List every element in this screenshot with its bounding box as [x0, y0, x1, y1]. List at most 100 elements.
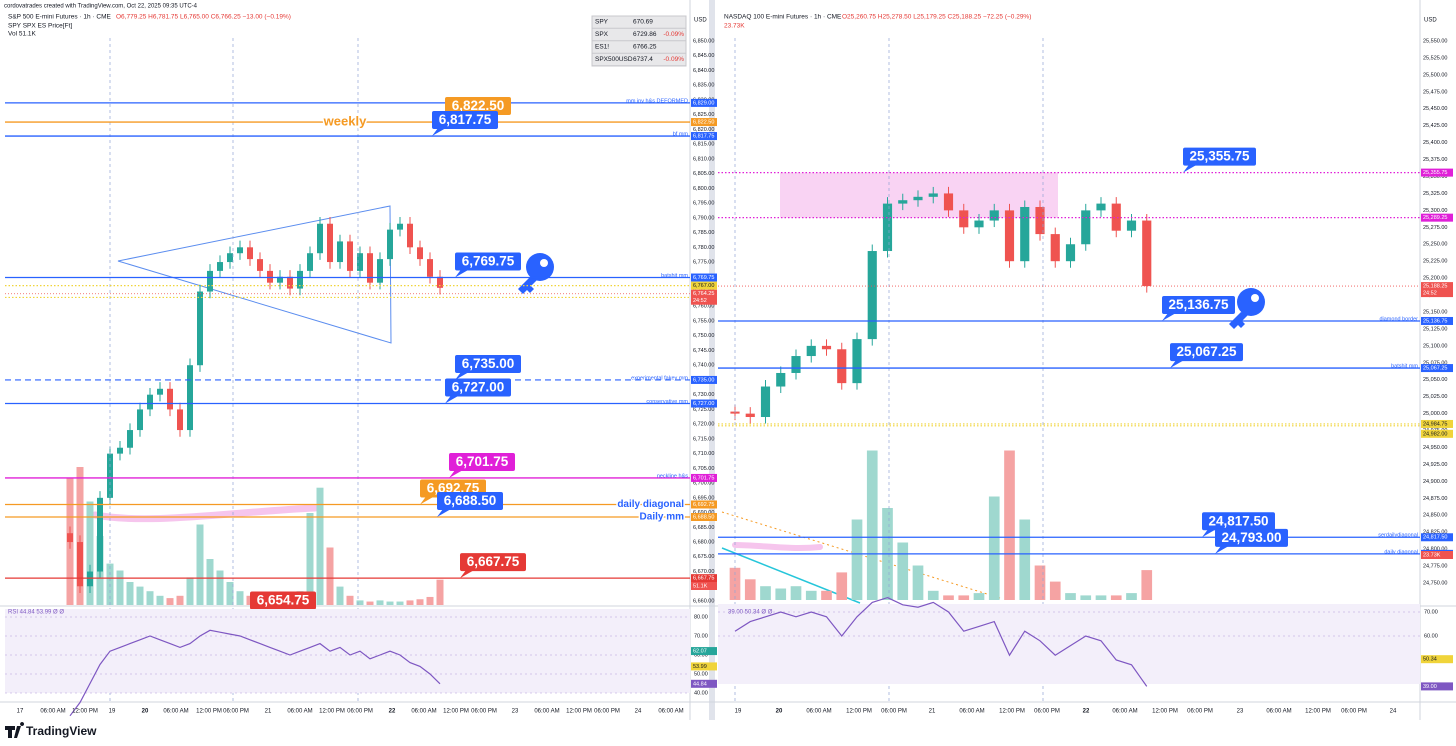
volume-bar	[927, 590, 939, 600]
level-note: serdailydiagonal	[1378, 533, 1418, 539]
legend-sub: SPY SPX ES Price[Ft]	[8, 23, 72, 30]
countdown: 24:52	[693, 298, 707, 304]
zone	[780, 172, 1058, 218]
level-note: experimental fakey mm	[631, 375, 688, 381]
price-tick: 6,660.00	[693, 598, 714, 604]
time-tick: 19	[109, 709, 116, 715]
axis-label	[691, 118, 717, 127]
axis-label-text: 6,829.00	[693, 100, 714, 106]
callout-pointer	[1170, 360, 1184, 369]
candle-body	[1050, 234, 1060, 262]
candle-body	[1004, 210, 1015, 262]
time-tick: 06:00 PM	[1341, 709, 1367, 715]
price-tick: 6,700.00	[693, 481, 714, 487]
rsi-tick: 50.00	[694, 671, 708, 677]
callout-pointer	[437, 509, 451, 517]
rsi-tick: 40.00	[694, 690, 708, 696]
watchlist-price: 670.69	[633, 19, 653, 26]
level-tag: Daily mm	[640, 512, 685, 523]
price-label-text: 25,188.25	[1423, 284, 1447, 290]
price-tick: 25,000.00	[1423, 411, 1447, 417]
price-tick: 25,425.00	[1423, 123, 1447, 129]
price-tick: 25,025.00	[1423, 394, 1447, 400]
time-tick: 12:00 PM	[846, 709, 872, 715]
volume-bar	[1004, 450, 1015, 600]
volume-bar	[436, 579, 444, 605]
price-tick: 24,750.00	[1423, 580, 1447, 586]
price-tick: 25,300.00	[1423, 208, 1447, 214]
volume-axis-text: 51.1K	[693, 583, 708, 589]
candle-body	[1096, 203, 1106, 211]
price-tick: 25,350.00	[1423, 174, 1447, 180]
volume-bar	[426, 596, 434, 605]
callout-text: 25,136.75	[1168, 297, 1229, 312]
price-tick: 6,715.00	[693, 436, 714, 442]
candle-body	[257, 259, 263, 271]
candle-body	[287, 276, 293, 289]
time-tick: 06:00 AM	[1112, 709, 1137, 715]
volume-bar	[206, 559, 214, 605]
symbol-title: S&P 500 E-mini Futures · 1h · CME	[8, 14, 111, 21]
time-tick: 06:00 PM	[881, 709, 907, 715]
volume-bar	[1110, 595, 1122, 600]
watermark: cordovatrades created with TradingView.c…	[4, 4, 198, 10]
candle-body	[137, 409, 143, 431]
time-tick: 06:00 PM	[594, 709, 620, 715]
price-tick: 25,500.00	[1423, 72, 1447, 78]
watchlist-symbol: SPY	[595, 19, 609, 26]
candle-body	[367, 253, 373, 283]
price-tick: 25,125.00	[1423, 326, 1447, 332]
callout	[1202, 512, 1275, 531]
candle-body	[377, 259, 383, 283]
axis-label-text: 6,769.75	[693, 275, 714, 281]
callout-text: 6,654.75	[257, 593, 310, 608]
time-tick: 06:00 AM	[163, 709, 188, 715]
price-tick: 6,675.00	[693, 554, 714, 560]
price-tick: 6,710.00	[693, 451, 714, 457]
volume-bar	[912, 565, 924, 600]
candle-body	[317, 223, 323, 254]
axis-label-text: 6,701.75	[693, 475, 714, 481]
volume-axis-label	[691, 582, 717, 590]
volume-bar	[416, 599, 424, 605]
watchlist-change: -0.09%	[663, 31, 684, 38]
price-tick: 6,750.00	[693, 333, 714, 339]
price-tick: 25,050.00	[1423, 377, 1447, 383]
callout-pointer	[445, 395, 459, 404]
time-tick: 06:00 AM	[534, 709, 559, 715]
candle-body	[307, 253, 313, 271]
candle-body	[267, 270, 273, 283]
callout-pointer	[455, 269, 469, 278]
time-tick: 23	[1237, 709, 1244, 715]
candle-body	[247, 247, 253, 260]
rsi-tick: 60.00	[694, 652, 708, 658]
axis-label-text: 6,822.50	[693, 120, 714, 126]
volume-bar	[729, 567, 741, 600]
price-tick: 6,720.00	[693, 422, 714, 428]
time-tick: 21	[265, 709, 272, 715]
rsi-label	[691, 679, 717, 688]
candle-body	[1065, 244, 1076, 262]
price-tick: 25,450.00	[1423, 106, 1447, 112]
symbol-title: NASDAQ 100 E-mini Futures · 1h · CME	[724, 14, 842, 21]
candle-body	[1081, 210, 1091, 245]
candle-body	[776, 372, 786, 387]
price-label-text: 6,764.25	[693, 291, 714, 297]
axis-label	[691, 98, 717, 107]
price-tick: 24,775.00	[1423, 564, 1447, 570]
volume-bar	[1141, 570, 1153, 600]
axis-label	[691, 375, 717, 384]
candle-body	[1035, 206, 1045, 235]
price-tick: 6,825.00	[693, 112, 714, 118]
candle-body	[117, 447, 123, 454]
volume-axis-text: 23.73K	[1423, 552, 1441, 558]
callout-text: 6,817.75	[439, 112, 492, 127]
callout	[445, 97, 511, 116]
logo	[5, 722, 25, 738]
axis-label-text: 25,067.25	[1423, 366, 1447, 372]
watchlist-symbol: SPX500USD	[595, 56, 633, 63]
ohlc: O6,779.25 H6,781.75 L6,765.00 C6,766.25 …	[116, 14, 291, 21]
callout-text: 6,688.50	[444, 493, 497, 508]
rsi-band	[718, 604, 1420, 684]
volume-bar	[821, 590, 832, 600]
